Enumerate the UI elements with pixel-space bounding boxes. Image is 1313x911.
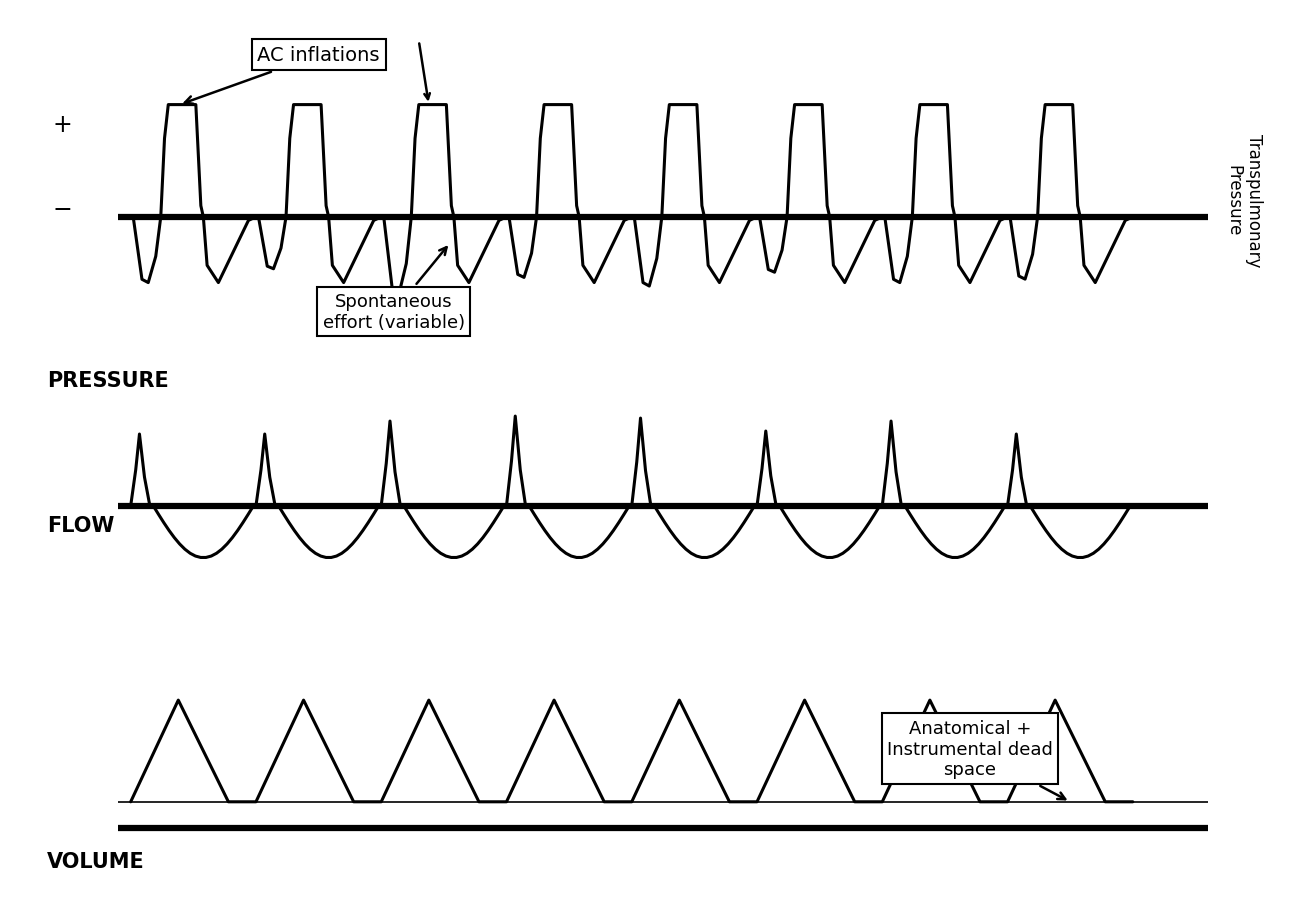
Text: Spontaneous
effort (variable): Spontaneous effort (variable) — [323, 248, 465, 332]
Text: Anatomical +
Instrumental dead
space: Anatomical + Instrumental dead space — [888, 719, 1065, 799]
Text: AC inflations: AC inflations — [185, 46, 379, 105]
Text: VOLUME: VOLUME — [47, 852, 144, 872]
Text: PRESSURE: PRESSURE — [47, 371, 169, 391]
Text: −: − — [53, 199, 72, 222]
Text: FLOW: FLOW — [47, 516, 114, 536]
Text: +: + — [53, 113, 72, 137]
Text: Transpulmonary
Pressure: Transpulmonary Pressure — [1224, 134, 1263, 267]
